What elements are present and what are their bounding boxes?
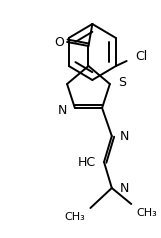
Text: N: N — [58, 104, 67, 116]
Text: Cl: Cl — [135, 50, 148, 63]
Text: CH₃: CH₃ — [136, 208, 157, 218]
Text: S: S — [118, 75, 126, 89]
Text: N: N — [120, 129, 129, 143]
Text: HC: HC — [78, 155, 96, 169]
Text: CH₃: CH₃ — [65, 212, 85, 222]
Text: O: O — [54, 35, 64, 49]
Text: N: N — [120, 182, 129, 194]
